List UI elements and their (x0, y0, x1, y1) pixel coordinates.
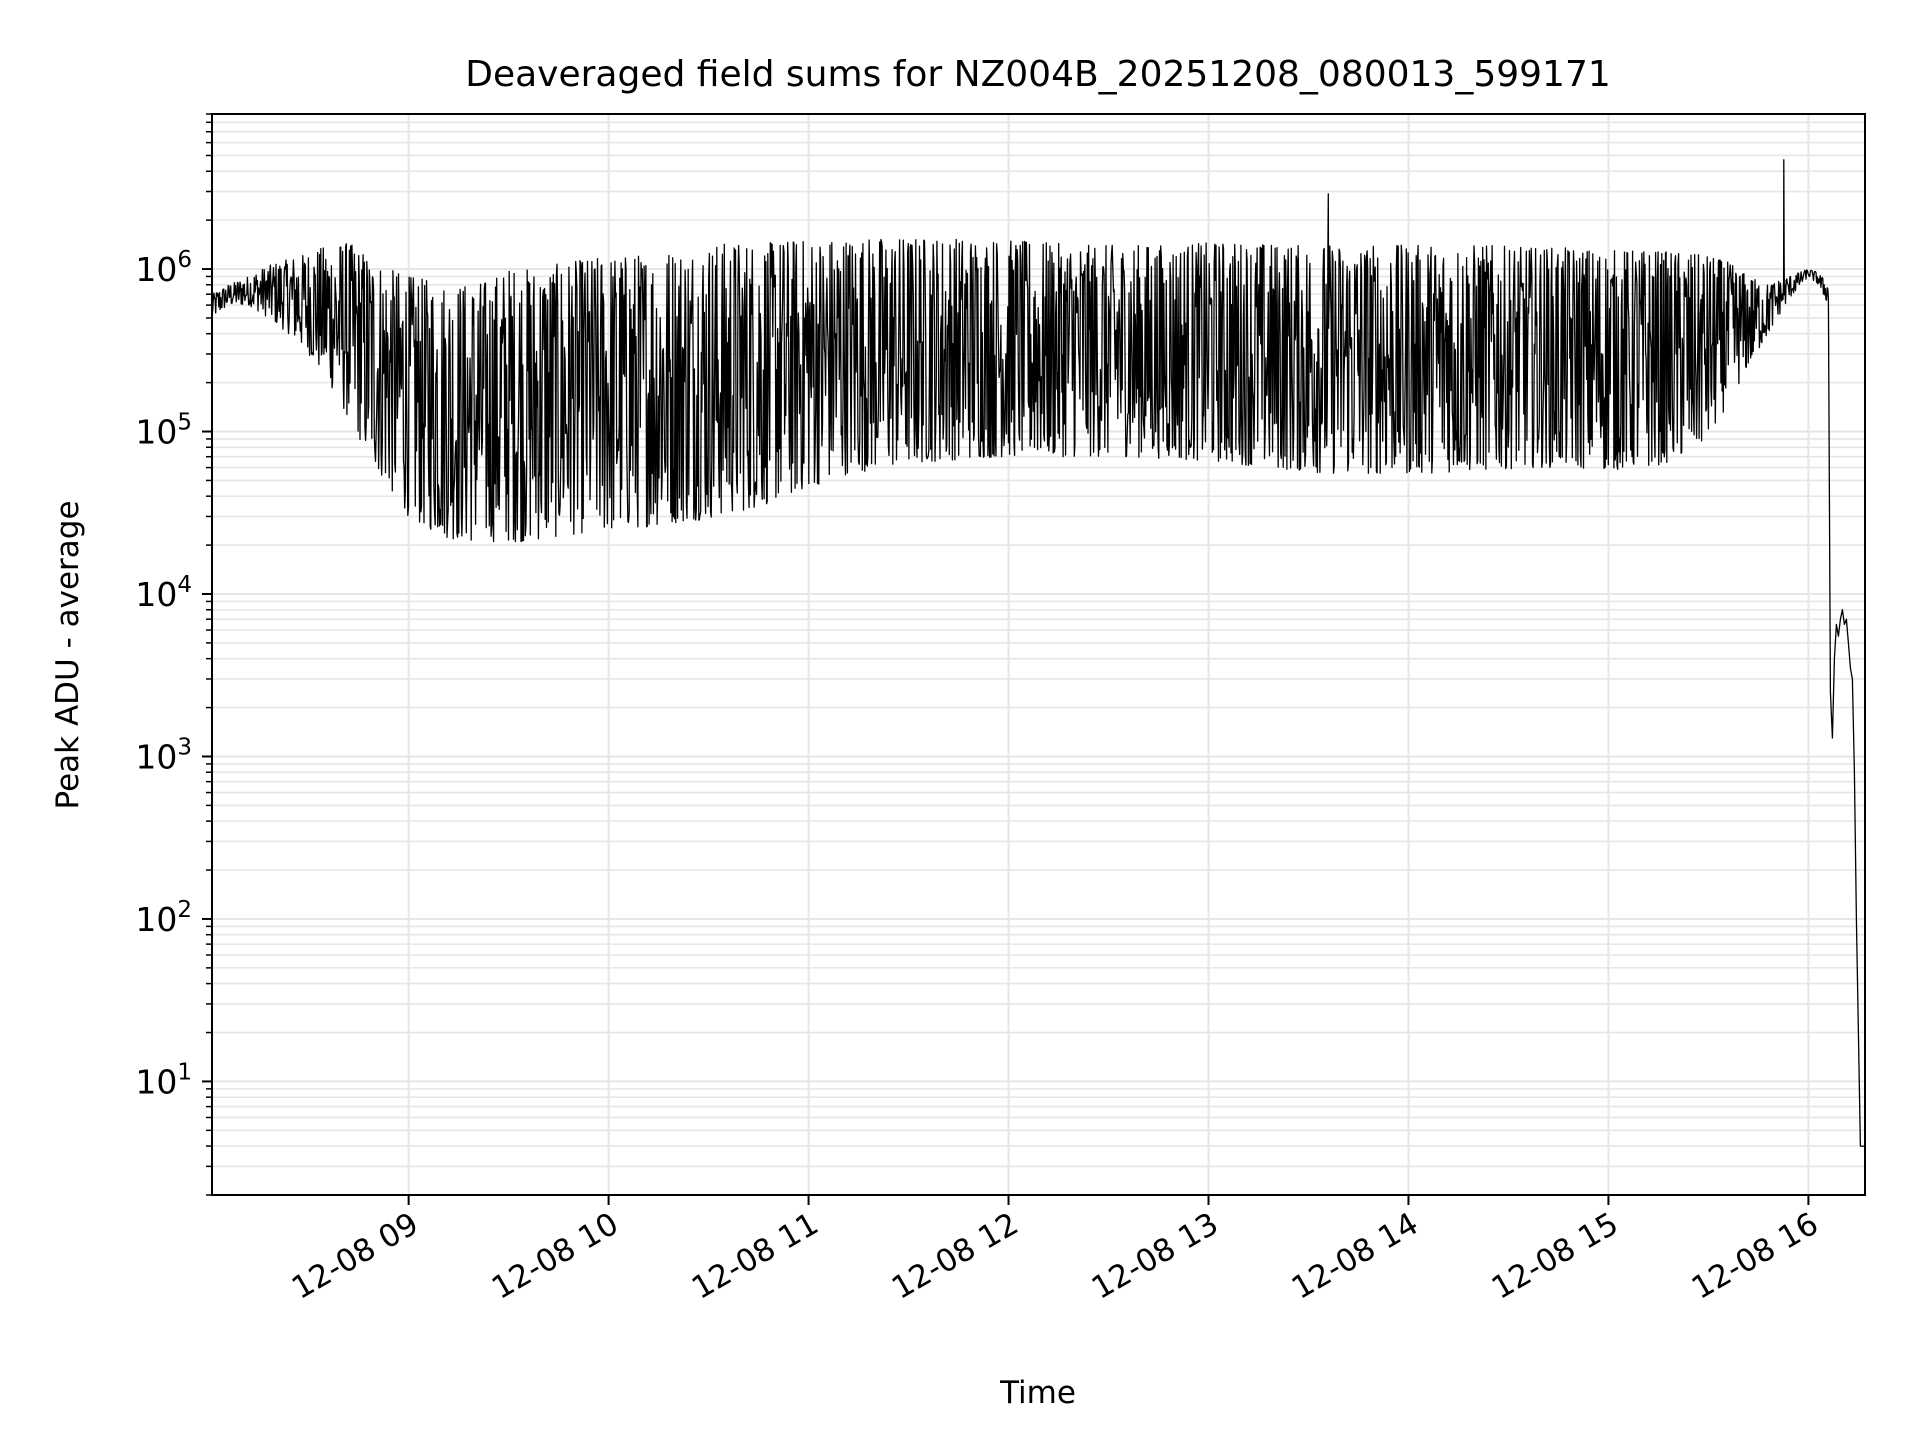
plot-frame (211, 113, 1866, 1196)
y-tick-base: 10 (135, 250, 177, 289)
y-tick-label: 103 (135, 734, 192, 776)
chart-title: Deaveraged field sums for NZ004B_2025120… (465, 54, 1611, 95)
y-tick-base: 10 (135, 1062, 177, 1101)
y-tick-label: 102 (135, 897, 192, 939)
y-tick-exponent: 3 (177, 734, 192, 760)
tick-layer (202, 113, 1810, 1205)
y-tick-label: 101 (135, 1059, 192, 1101)
y-tick-exponent: 1 (177, 1059, 192, 1085)
y-tick-exponent: 2 (177, 897, 192, 923)
y-tick-exponent: 4 (177, 572, 192, 598)
y-tick-base: 10 (135, 900, 177, 939)
y-tick-exponent: 6 (177, 247, 192, 273)
y-tick-exponent: 5 (177, 410, 192, 436)
y-axis-label: Peak ADU - average (50, 500, 86, 809)
y-tick-label: 106 (135, 247, 192, 289)
y-tick-base: 10 (135, 737, 177, 776)
y-tick-label: 105 (135, 410, 192, 452)
y-tick-base: 10 (135, 413, 177, 452)
series-line-peak-adu (211, 159, 1865, 1147)
y-tick-label: 104 (135, 572, 192, 614)
y-tick-base: 10 (135, 575, 177, 614)
data-layer (211, 159, 1865, 1147)
x-axis-label: Time (999, 1375, 1076, 1411)
